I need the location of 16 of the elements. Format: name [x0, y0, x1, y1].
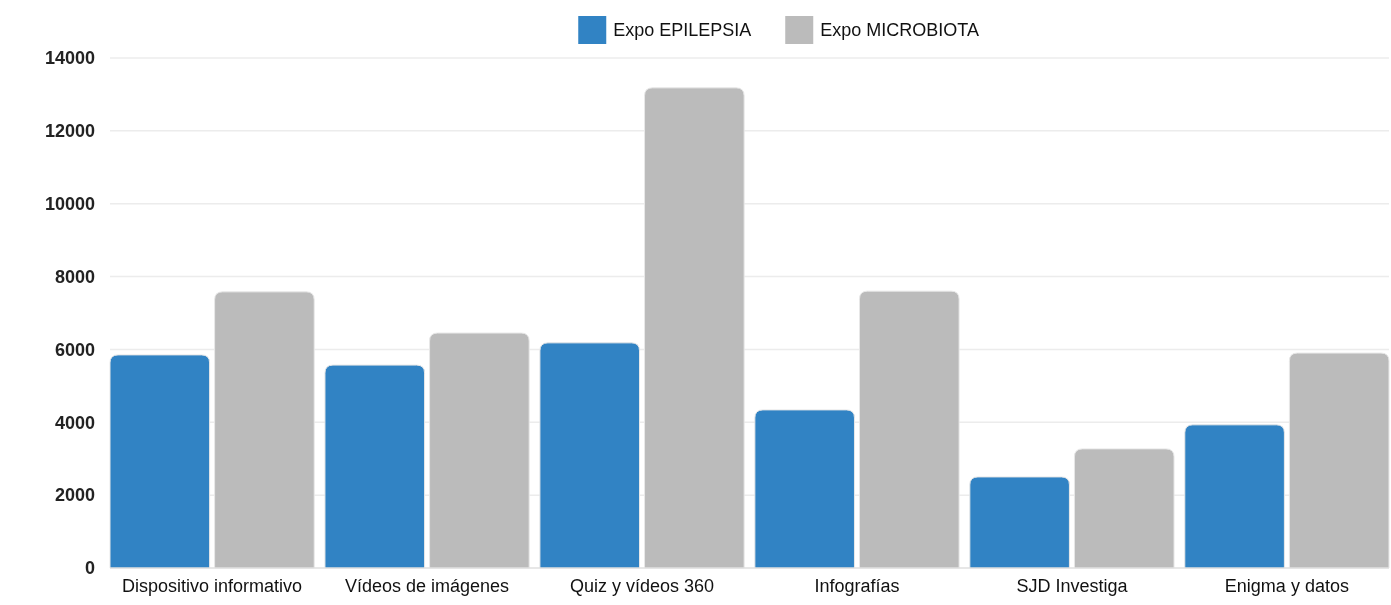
y-tick-label: 14000 — [44, 48, 95, 69]
legend-label: Expo EPILEPSIA — [613, 20, 752, 41]
y-tick-label: 10000 — [44, 194, 95, 215]
x-tick-label: SJD Investiga — [1016, 576, 1129, 596]
y-tick-label: 0 — [84, 558, 95, 579]
y-tick-label: 6000 — [54, 339, 95, 360]
y-tick-label: 12000 — [44, 121, 95, 142]
y-tick-label: 8000 — [54, 266, 95, 287]
x-tick-label: Vídeos de imágenes — [345, 576, 510, 596]
y-tick-label: 4000 — [54, 412, 95, 433]
x-tick-label: Dispositivo informativo — [122, 576, 303, 596]
x-tick-label: Infografías — [814, 576, 900, 596]
y-tick-label: 2000 — [54, 485, 95, 506]
legend-label: Expo MICROBIOTA — [820, 20, 979, 41]
x-tick-label: Enigma y datos — [1224, 576, 1349, 596]
x-tick-label: Quiz y vídeos 360 — [569, 576, 715, 596]
